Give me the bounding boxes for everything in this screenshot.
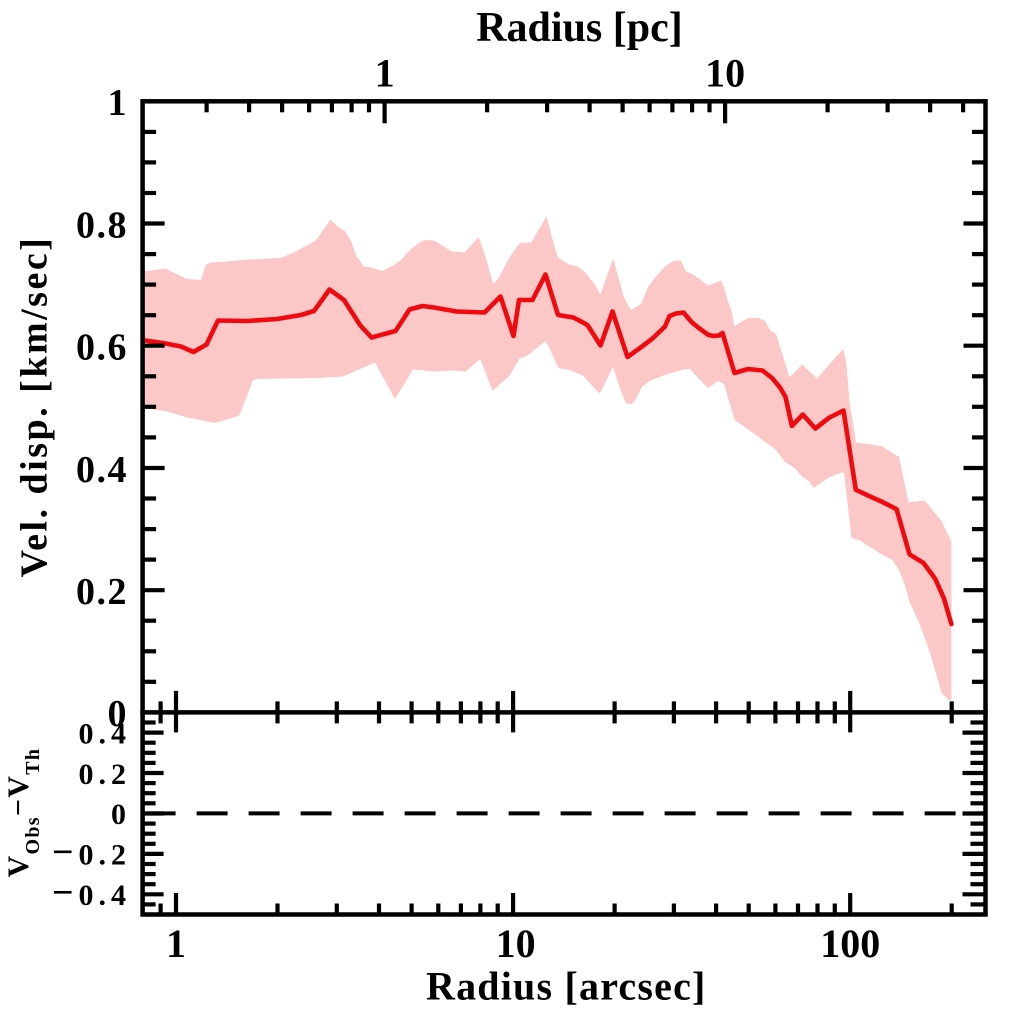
svg-text:10: 10: [705, 51, 745, 96]
svg-text:1: 1: [166, 921, 186, 966]
svg-text:0.4: 0.4: [79, 717, 132, 750]
svg-text:−0.4: −0.4: [52, 872, 131, 914]
svg-text:0.4: 0.4: [76, 449, 128, 491]
svg-text:0.2: 0.2: [76, 571, 128, 613]
svg-text:0: 0: [108, 693, 129, 735]
svg-text:Radius [pc]: Radius [pc]: [476, 5, 683, 51]
svg-text:100: 100: [820, 921, 880, 966]
svg-text:0.6: 0.6: [76, 327, 128, 369]
svg-text:Vel. disp. [km/sec]: Vel. disp. [km/sec]: [14, 236, 56, 578]
svg-text:0.8: 0.8: [76, 204, 128, 246]
svg-text:10: 10: [496, 921, 536, 966]
svg-text:0: 0: [111, 798, 131, 831]
svg-text:0.2: 0.2: [79, 758, 132, 791]
svg-text:−0.2: −0.2: [52, 832, 131, 874]
svg-text:1: 1: [375, 51, 395, 96]
svg-text:1: 1: [108, 82, 129, 124]
svg-text:Radius [arcsec]: Radius [arcsec]: [426, 964, 707, 1009]
